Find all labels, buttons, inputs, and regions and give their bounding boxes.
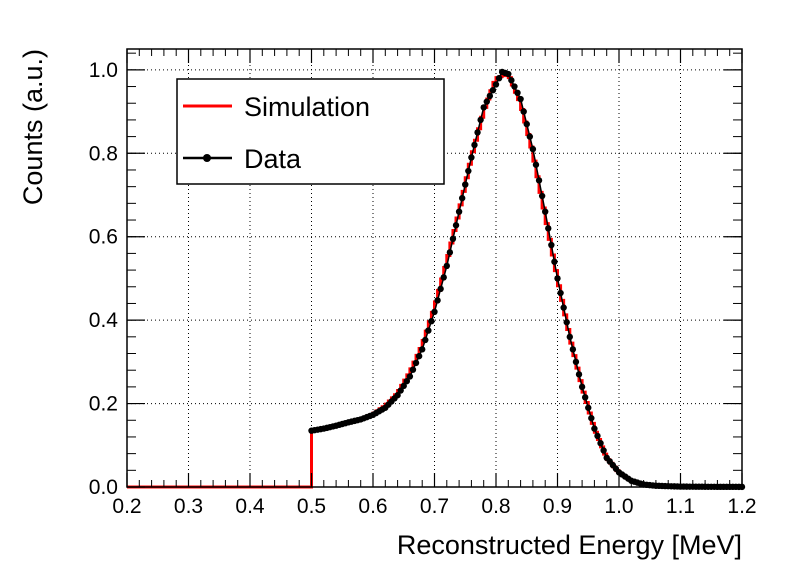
legend: Simulation Data xyxy=(176,78,445,185)
series-data-point xyxy=(422,336,429,344)
series-data-point xyxy=(431,308,438,315)
series-data-point xyxy=(471,141,478,149)
series-data-point xyxy=(597,440,604,447)
series-data-point xyxy=(455,208,463,215)
series-data-point xyxy=(425,327,432,334)
series-data-point xyxy=(542,208,549,215)
series-data-point xyxy=(412,359,420,367)
series-data-point xyxy=(548,241,555,249)
series-data-point xyxy=(437,285,444,293)
y-tick-label: 0.2 xyxy=(89,393,118,416)
series-data-point xyxy=(505,70,512,78)
y-tick-label: 1.0 xyxy=(89,59,118,82)
series-data-point xyxy=(440,274,447,281)
series-data-point xyxy=(578,383,586,391)
series-data-point xyxy=(545,225,552,232)
series-data-point xyxy=(563,319,570,326)
series-data-point xyxy=(486,92,494,100)
y-tick-labels: 0.0 0.2 0.4 0.6 0.8 1.0 xyxy=(89,59,119,499)
series-data-point xyxy=(468,154,475,161)
series-data-point xyxy=(492,81,500,88)
series-data-point xyxy=(588,414,595,422)
series-data-point xyxy=(569,346,577,353)
series-data-point xyxy=(477,116,484,124)
series-data-point xyxy=(465,167,472,175)
series-data-point xyxy=(600,447,607,454)
series-data-point xyxy=(462,181,469,188)
x-tick-label: 0.7 xyxy=(420,495,449,518)
series-data-point xyxy=(434,297,441,304)
x-tick-label: 0.8 xyxy=(481,495,510,518)
x-tick-label: 1.1 xyxy=(666,495,695,518)
series-data-point xyxy=(554,275,561,282)
grid-lines xyxy=(127,49,742,487)
x-tick-label: 0.3 xyxy=(174,495,203,518)
series-data-point xyxy=(526,133,534,140)
x-tick-label: 0.6 xyxy=(358,495,387,518)
x-tick-label: 0.9 xyxy=(543,495,572,518)
series-data-point xyxy=(594,432,601,440)
series-data-point xyxy=(495,75,503,82)
series-data-point xyxy=(557,289,564,297)
series-data-point xyxy=(591,425,598,432)
series-data-point xyxy=(446,249,454,256)
y-tick-label: 0.4 xyxy=(89,309,119,332)
series-data-point xyxy=(428,317,435,325)
series-data-point xyxy=(538,192,546,200)
series-data-point xyxy=(514,89,521,97)
series-data-point xyxy=(511,83,518,90)
y-tick-label: 0.8 xyxy=(89,142,118,165)
x-tick-label: 1.0 xyxy=(604,495,633,518)
series-data-point xyxy=(560,304,567,311)
legend-box xyxy=(176,78,445,185)
legend-data-marker xyxy=(203,154,211,162)
series-data-point xyxy=(452,222,460,229)
series-data-point xyxy=(406,373,414,380)
series-data-point xyxy=(575,371,583,378)
legend-simulation-label: Simulation xyxy=(244,92,370,122)
x-tick-label: 1.2 xyxy=(727,495,756,518)
series-data-point xyxy=(403,377,411,385)
series-data-point xyxy=(529,145,537,153)
x-tick-label: 0.2 xyxy=(112,495,141,518)
x-tick-label: 0.4 xyxy=(235,495,265,518)
x-tick-label: 0.5 xyxy=(297,495,326,518)
series-data-point xyxy=(409,366,417,373)
series-data-point xyxy=(483,98,490,105)
series-data-point xyxy=(551,258,558,265)
series-data-point xyxy=(474,129,481,136)
legend-data-label: Data xyxy=(244,144,302,174)
series-data-point xyxy=(572,358,580,366)
series-data-point xyxy=(394,392,401,399)
series-data-point xyxy=(535,177,543,184)
series-data-point xyxy=(489,86,497,94)
y-axis-title: Counts (a.u.) xyxy=(18,49,48,205)
series-data-point xyxy=(443,262,450,270)
y-tick-label: 0.6 xyxy=(89,226,118,249)
series-data-point xyxy=(419,346,426,353)
series-data-point xyxy=(532,161,540,168)
plot-series xyxy=(127,68,746,491)
series-data-point xyxy=(585,404,592,411)
series-data-point xyxy=(517,95,524,103)
series-data-point xyxy=(566,333,573,341)
series-data-point xyxy=(397,387,404,394)
axis-ticks xyxy=(126,49,743,488)
series-data-point xyxy=(508,77,515,84)
series-data-point xyxy=(449,235,457,242)
series-data-point xyxy=(480,104,487,111)
x-tick-labels: 0.2 0.3 0.4 0.5 0.6 0.7 0.8 0.9 1.0 1.1 1.2 xyxy=(112,495,756,518)
series-data-point xyxy=(400,382,407,390)
series-data-point xyxy=(520,108,527,115)
series-data-point xyxy=(458,194,466,202)
series-data-point xyxy=(523,120,530,128)
y-tick-label: 0.0 xyxy=(89,476,118,499)
x-axis-title: Reconstructed Energy [MeV] xyxy=(397,530,742,560)
series-data-point xyxy=(581,394,589,401)
series-data-point xyxy=(415,352,423,360)
